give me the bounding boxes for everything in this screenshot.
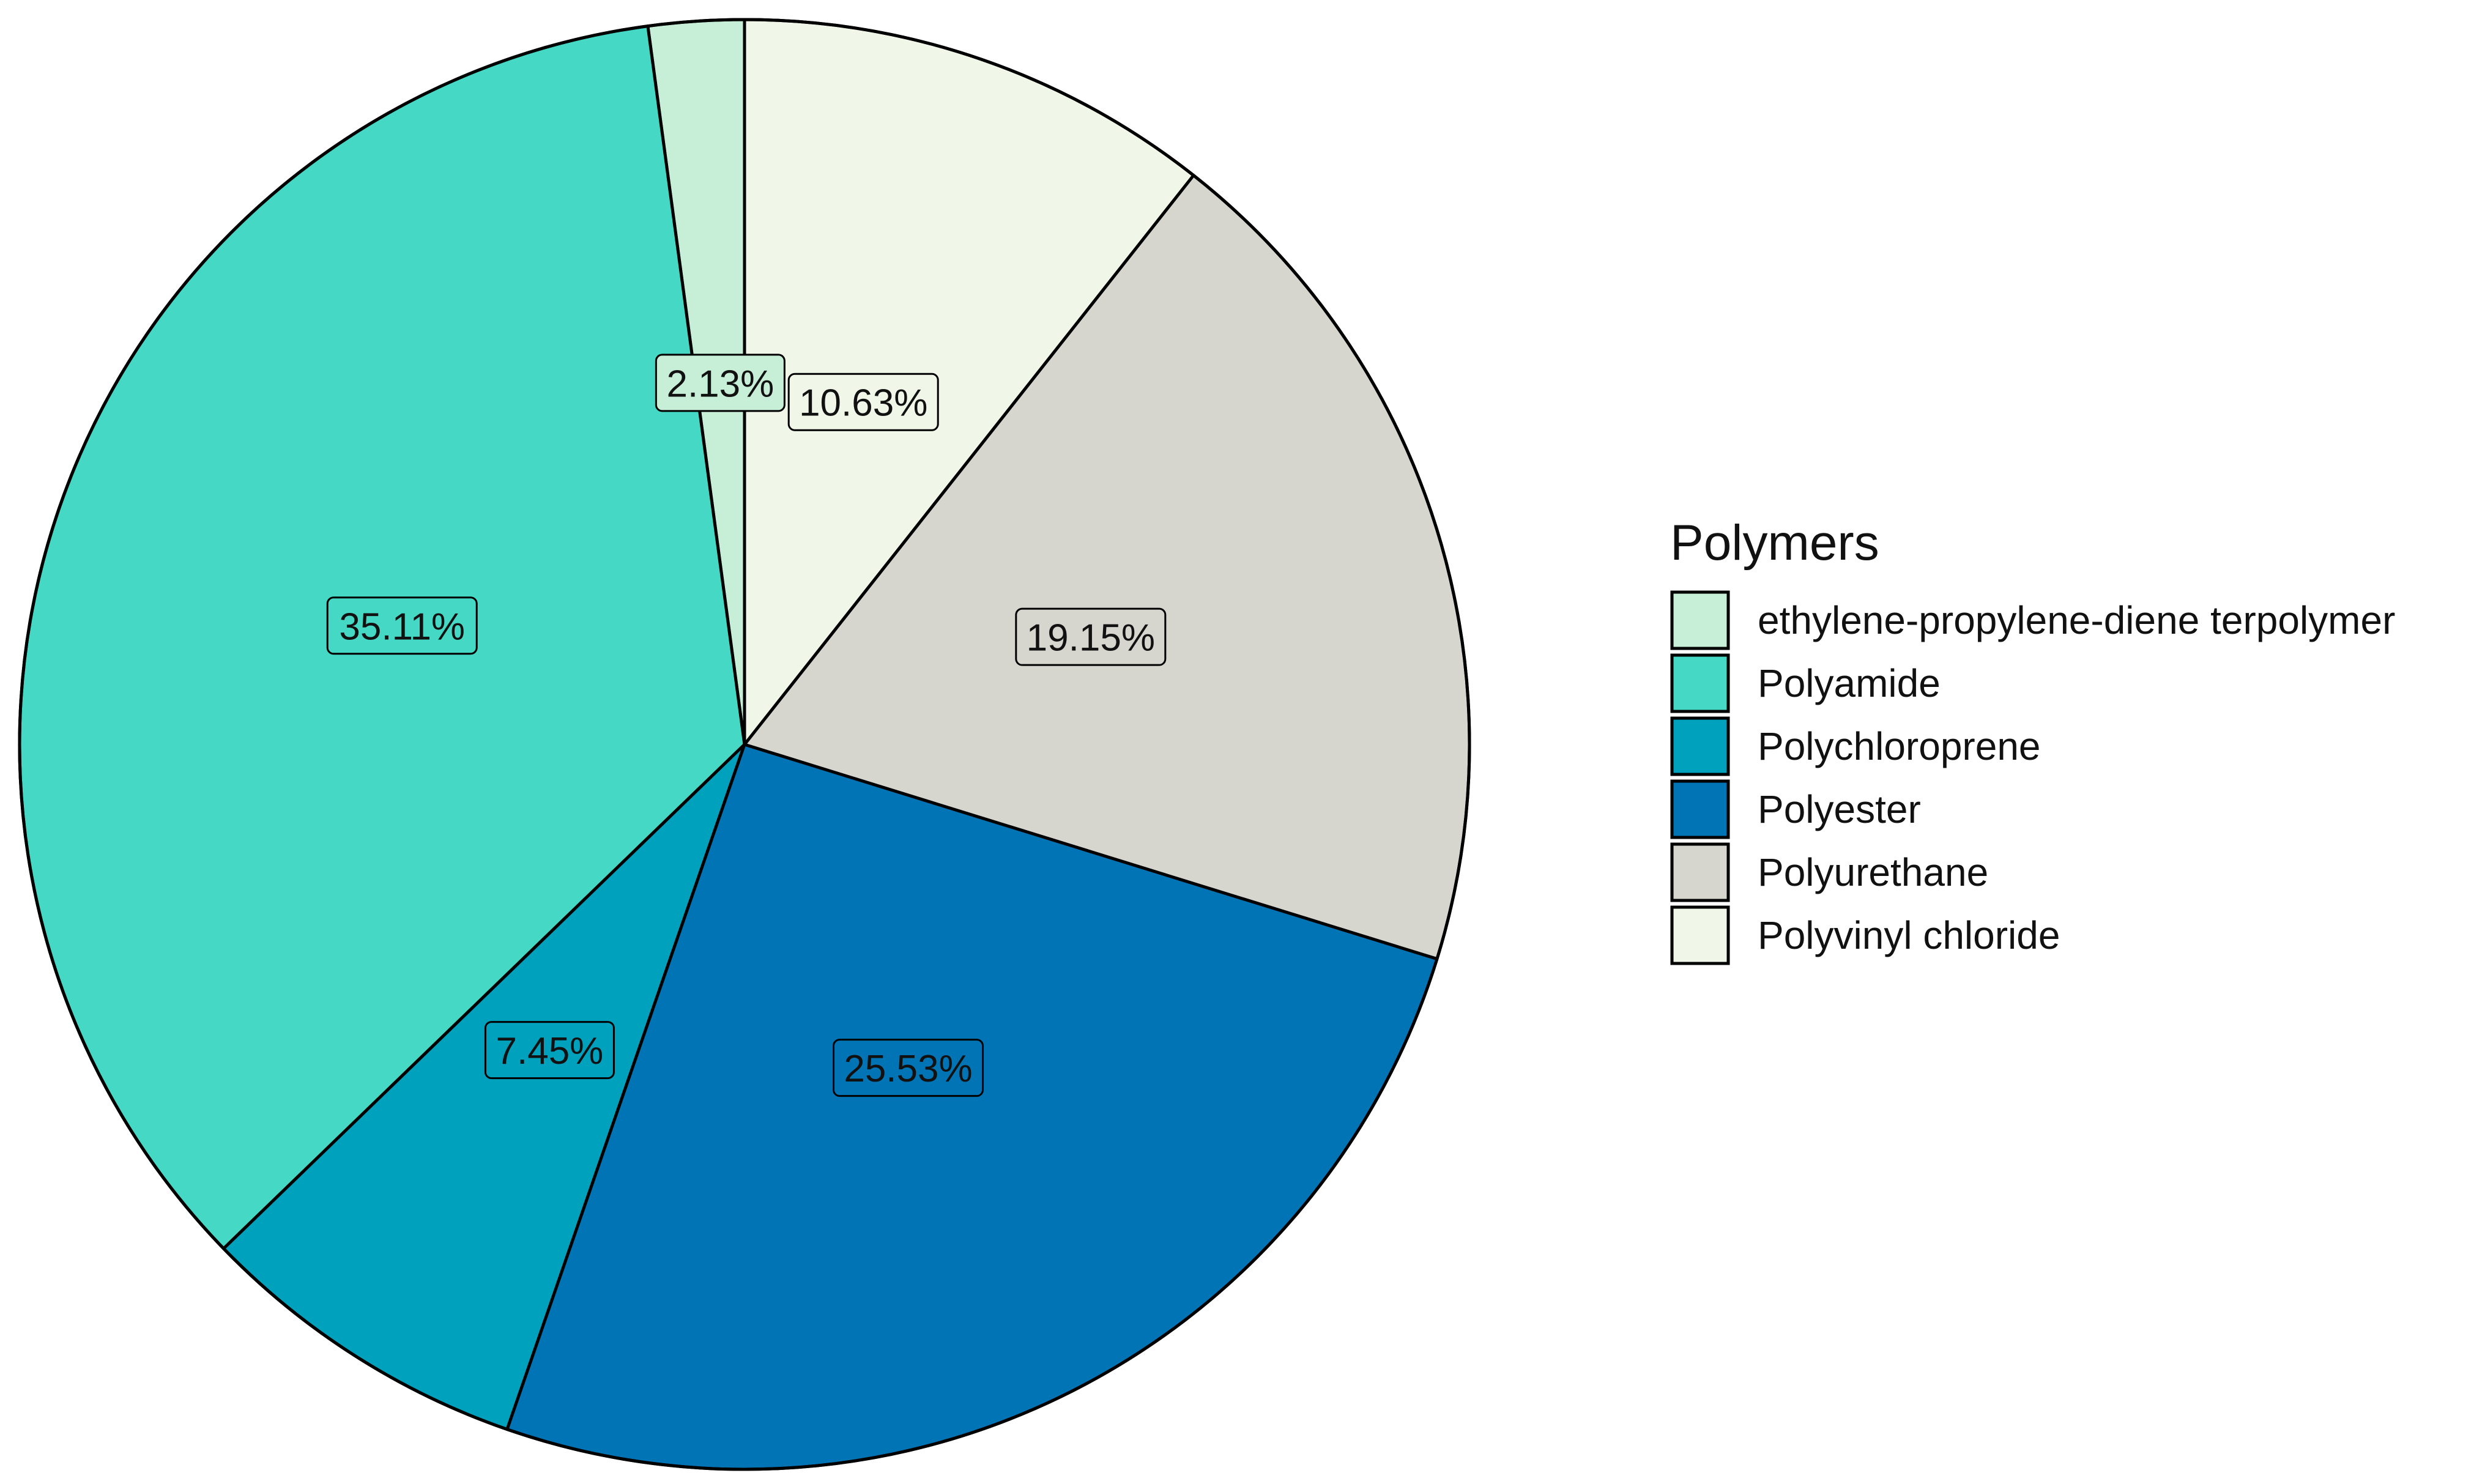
slice-label-polyester: 25.53% [832, 1039, 984, 1097]
legend-key [1670, 590, 1730, 650]
legend: Polymers ethylene-propylene-diene terpol… [1670, 515, 2395, 965]
legend-key [1670, 779, 1730, 839]
legend-label: Polyvinyl chloride [1758, 913, 2060, 957]
slice-labels: 2.13% 35.11% 7.45% 25.53% 19.15% 10.63% [326, 354, 1167, 1097]
legend-key [1670, 653, 1730, 713]
pie-outline [18, 18, 1471, 1471]
legend-item-polyurethane: Polyurethane [1670, 842, 1988, 902]
legend-item-polyester: Polyester [1670, 779, 1921, 839]
svg-text:35.11%: 35.11% [339, 606, 465, 648]
legend-label: ethylene-propylene-diene terpolymer [1758, 598, 2395, 642]
legend-label: Polyamide [1758, 661, 1941, 705]
legend-key [1670, 905, 1730, 965]
legend-items: ethylene-propylene-diene terpolymer Polya… [1670, 590, 2395, 965]
pie-slices [18, 18, 1471, 1471]
legend-item-ethylene-propylene-diene-terpolymer: ethylene-propylene-diene terpolymer [1670, 590, 2395, 650]
slice-label-polyurethane: 19.15% [1015, 607, 1167, 666]
legend-item-polyamide: Polyamide [1670, 653, 1941, 713]
legend-title: Polymers [1670, 515, 1879, 571]
legend-key [1670, 716, 1730, 776]
legend-key [1670, 842, 1730, 902]
svg-text:7.45%: 7.45% [496, 1030, 604, 1072]
slice-label-polyamide: 35.11% [326, 596, 478, 655]
legend-item-polychloroprene: Polychloroprene [1670, 716, 2041, 776]
svg-text:2.13%: 2.13% [666, 363, 774, 405]
svg-text:10.63%: 10.63% [799, 382, 927, 425]
svg-text:19.15%: 19.15% [1027, 617, 1155, 659]
legend-label: Polyurethane [1758, 850, 1988, 894]
legend-label: Polyester [1758, 787, 1921, 831]
legend-label: Polychloroprene [1758, 724, 2041, 768]
legend-item-polyvinyl-chloride: Polyvinyl chloride [1670, 905, 2060, 965]
slice-label-polyvinyl-chloride: 10.63% [787, 373, 939, 431]
slice-label-polychloroprene: 7.45% [484, 1021, 615, 1080]
svg-text:25.53%: 25.53% [844, 1048, 972, 1090]
slice-label-ethylene-propylene-diene-terpolymer: 2.13% [655, 354, 786, 412]
